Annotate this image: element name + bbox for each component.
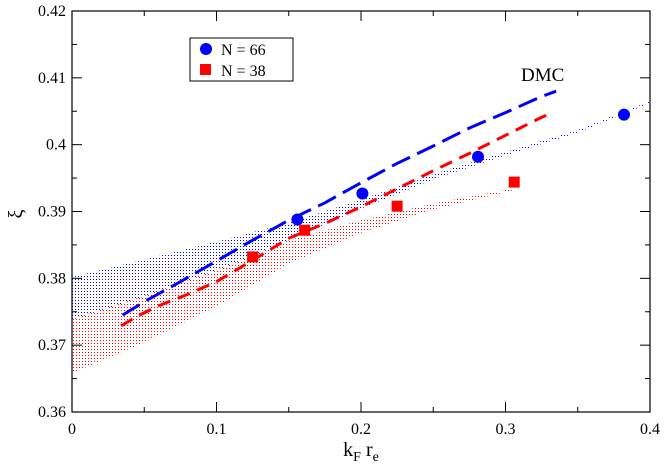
dmc-curve-n38 <box>120 111 554 328</box>
y-tick-label: 0.39 <box>38 204 66 221</box>
legend-label-n38: N = 38 <box>221 63 266 80</box>
point-n38 <box>391 200 403 212</box>
x-axis-label: kF re <box>343 439 379 465</box>
point-n66 <box>618 108 630 121</box>
dmc-annotation: DMC <box>521 65 564 86</box>
legend-marker-n38 <box>200 64 211 75</box>
legend: N = 66 N = 38 <box>189 37 294 82</box>
point-n38 <box>299 224 311 236</box>
uncertainty-bands <box>72 101 650 374</box>
point-n66 <box>291 213 304 226</box>
x-tick-label: 0 <box>68 421 76 438</box>
y-tick-label: 0.41 <box>38 70 66 87</box>
point-n38 <box>247 251 259 263</box>
band-n66 <box>72 101 650 320</box>
axis-tick-labels: 0 0.1 0.2 0.3 0.4 0.36 0.37 0.38 0.39 0.4 0.41 0.42 <box>38 3 660 438</box>
y-tick-label: 0.36 <box>38 404 66 421</box>
y-tick-label: 0.37 <box>38 337 66 354</box>
legend-marker-n66 <box>200 43 212 55</box>
point-n38 <box>508 176 520 188</box>
dmc-curves <box>120 89 557 328</box>
x-tick-label: 0.2 <box>351 421 371 438</box>
y-tick-label: 0.42 <box>38 3 66 20</box>
x-tick-label: 0.3 <box>496 421 516 438</box>
y-tick-label: 0.38 <box>38 270 66 287</box>
point-n66 <box>356 187 369 200</box>
legend-label-n66: N = 66 <box>221 42 266 59</box>
y-tick-label: 0.4 <box>46 137 66 154</box>
axis-ticks <box>71 10 651 413</box>
point-n66 <box>472 150 484 163</box>
dmc-curve-n66 <box>121 89 557 317</box>
data-markers <box>247 108 630 263</box>
x-tick-label: 0.1 <box>207 421 227 438</box>
y-axis-label: ξ <box>5 209 27 218</box>
x-tick-label: 0.4 <box>640 421 660 438</box>
